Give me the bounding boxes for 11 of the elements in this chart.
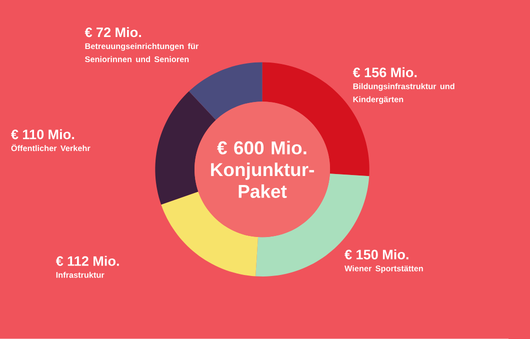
data-label: € 150 Mio. <box>344 250 408 260</box>
data-label: € 112 Mio. <box>56 256 119 266</box>
slice-label: Bildungsinfrastruktur und Kindergärten <box>353 83 454 104</box>
data-label: € 110 Mio. <box>11 129 74 140</box>
data-label: € 72 Mio. <box>84 27 142 38</box>
slice-label: Wiener Sportstätten <box>344 265 423 274</box>
slice-label: Öffentlicher Verkehr <box>11 144 90 152</box>
data-label: € 156 Mio. <box>352 67 417 78</box>
slice-label: Betreuungseinrichtungen für Seniorinnen und Senioren <box>85 43 199 62</box>
slice-label: Infrastruktur <box>56 272 104 278</box>
text: € 600 Mio. Konjunktur-Paket <box>211 140 314 198</box>
